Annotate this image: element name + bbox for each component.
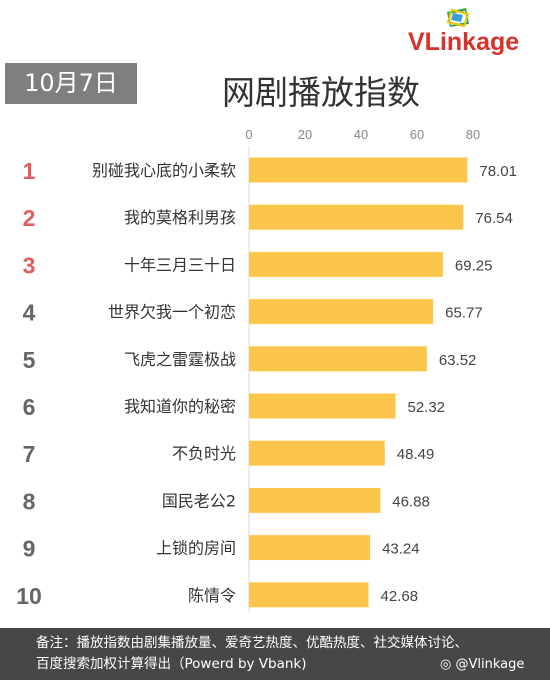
footer-note: 备注：播放指数由剧集播放量、爱奇艺热度、优酷热度、社交媒体讨论、 百度搜索加权计…: [0, 628, 550, 680]
category-label: 我的莫格利男孩: [124, 208, 236, 227]
bar: [249, 440, 385, 466]
weibo-handle: ◎ @Vlinkage: [440, 657, 524, 672]
logo-text: VLinkage: [408, 28, 520, 56]
bar-chart: 0 20 40 60 80 78.01 别碰我心底的小柔软 1 76.54 我的莫格利男孩 2 69.…: [16, 127, 517, 612]
weibo-handle-text: @Vlinkage: [455, 657, 525, 672]
rank-number: 2: [23, 205, 36, 231]
footer-note-line-2: 百度搜索加权计算得出（Powerd by Vbank): [36, 656, 307, 672]
x-tick-label: 40: [354, 127, 368, 142]
bar-value-label: 76.54: [475, 210, 513, 227]
x-tick-label: 60: [410, 127, 424, 142]
bar-value-label: 69.25: [455, 257, 493, 274]
bar-value-label: 63.52: [439, 352, 477, 369]
category-label: 十年三月三十日: [124, 255, 236, 274]
bar: [249, 251, 443, 277]
logo-emblem-icon: [446, 8, 470, 28]
vlinkage-logo: VLinkage: [408, 6, 540, 56]
category-label: 我知道你的秘密: [124, 397, 236, 416]
category-label: 上锁的房间: [156, 539, 236, 558]
rank-number: 10: [16, 583, 42, 609]
rank-number: 3: [23, 252, 36, 278]
bar: [249, 299, 434, 325]
rank-number: 7: [23, 441, 36, 467]
bar: [249, 487, 381, 513]
page-title: 网剧播放指数: [222, 73, 420, 112]
category-label: 不负时光: [172, 444, 236, 463]
x-tick-label: 0: [245, 127, 252, 142]
bar: [249, 204, 464, 230]
rank-number: 9: [23, 536, 36, 562]
category-label: 国民老公2: [162, 491, 236, 510]
bar: [249, 535, 371, 561]
bar-value-label: 46.88: [392, 493, 430, 510]
bar-value-label: 65.77: [445, 305, 483, 322]
x-tick-label: 80: [466, 127, 480, 142]
bar: [249, 582, 369, 608]
x-tick-label: 20: [298, 127, 312, 142]
footer-note-line-1: 备注：播放指数由剧集播放量、爱奇艺热度、优酷热度、社交媒体讨论、: [36, 635, 468, 651]
bar-value-label: 48.49: [397, 446, 435, 463]
footer-note-text: 备注：播放指数由剧集播放量、爱奇艺热度、优酷热度、社交媒体讨论、 百度搜索加权计…: [36, 633, 468, 675]
date-badge: 10月7日: [5, 63, 137, 104]
weibo-icon: ◎: [440, 657, 452, 672]
category-label: 飞虎之雷霆极战: [124, 350, 236, 369]
rank-number: 5: [23, 347, 36, 373]
bar-value-label: 52.32: [407, 399, 445, 416]
bar-value-label: 43.24: [382, 541, 420, 558]
category-label: 世界欠我一个初恋: [108, 303, 236, 322]
bar-value-label: 78.01: [479, 163, 517, 180]
rank-number: 6: [23, 394, 36, 420]
bar-value-label: 42.68: [381, 588, 419, 605]
bar: [249, 157, 468, 183]
bar: [249, 346, 427, 372]
rank-number: 4: [23, 300, 36, 326]
rank-number: 1: [23, 158, 36, 184]
category-label: 陈情令: [188, 586, 236, 605]
bar: [249, 393, 396, 419]
rank-number: 8: [23, 488, 36, 514]
category-label: 别碰我心底的小柔软: [92, 161, 236, 180]
